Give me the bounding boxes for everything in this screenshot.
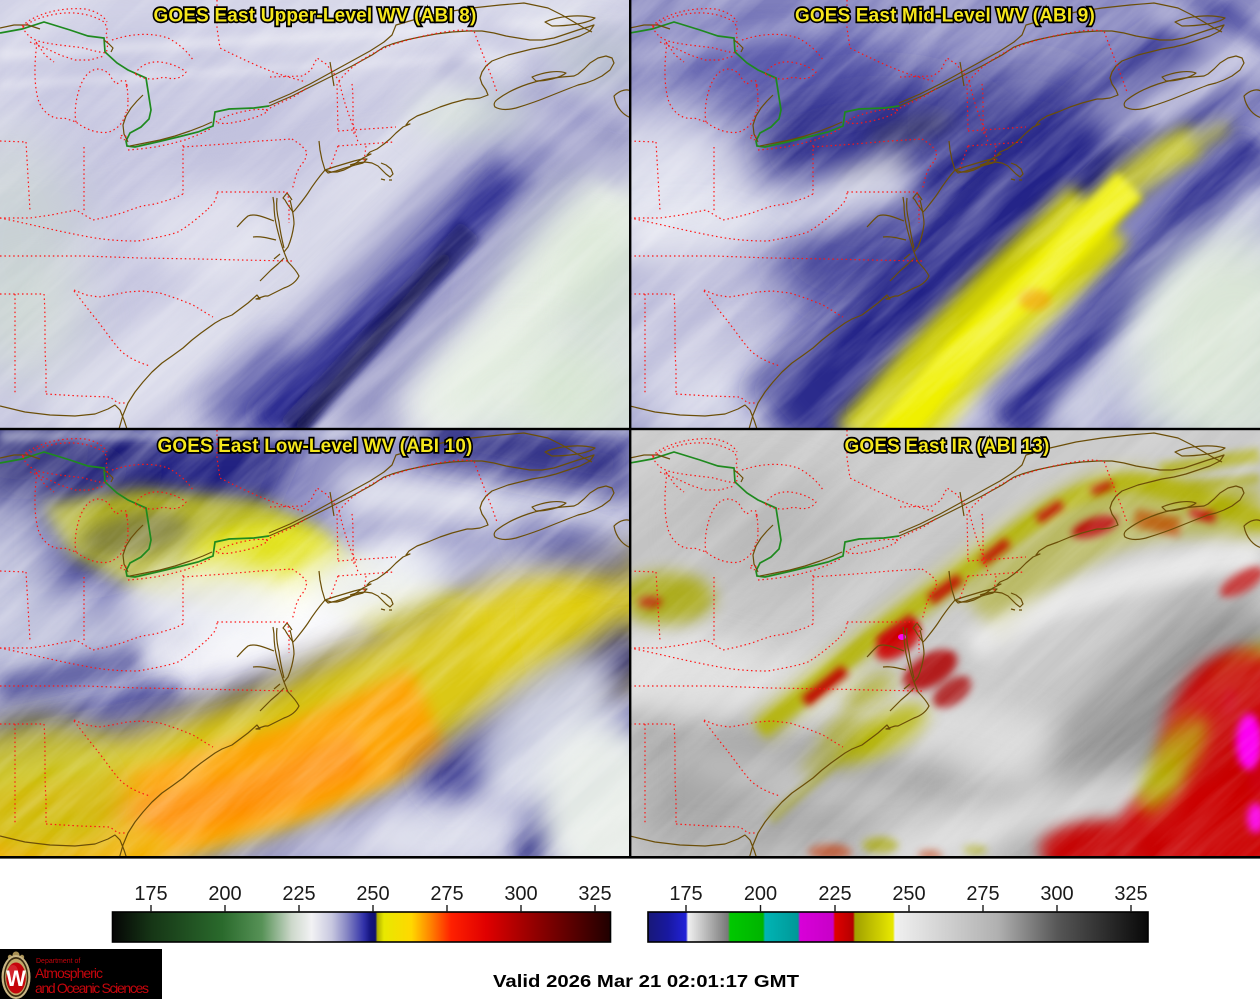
svg-text:Atmospheric: Atmospheric (35, 965, 103, 981)
svg-text:175: 175 (134, 883, 167, 905)
svg-text:Valid 2026 Mar 21 02:01:17 GMT: Valid 2026 Mar 21 02:01:17 GMT (493, 971, 799, 991)
svg-text:225: 225 (282, 883, 315, 905)
svg-text:GOES East Upper-Level WV (ABI: GOES East Upper-Level WV (ABI 8) (154, 6, 477, 27)
svg-text:Department of: Department of (36, 958, 80, 965)
svg-text:GOES East Low-Level WV (ABI 10: GOES East Low-Level WV (ABI 10) (158, 436, 473, 457)
svg-text:225: 225 (818, 883, 851, 905)
svg-text:250: 250 (892, 883, 925, 905)
svg-text:175: 175 (669, 883, 702, 905)
svg-text:and Oceanic Sciences: and Oceanic Sciences (35, 980, 149, 996)
svg-text:275: 275 (966, 883, 999, 905)
svg-text:GOES East IR (ABI 13): GOES East IR (ABI 13) (845, 436, 1050, 457)
svg-text:200: 200 (208, 883, 241, 905)
svg-text:325: 325 (578, 883, 611, 905)
svg-text:200: 200 (744, 883, 777, 905)
svg-text:GOES East Mid-Level WV (ABI 9): GOES East Mid-Level WV (ABI 9) (795, 6, 1095, 27)
svg-text:275: 275 (430, 883, 463, 905)
svg-text:W: W (6, 967, 26, 992)
svg-text:325: 325 (1114, 883, 1147, 905)
svg-text:300: 300 (1040, 883, 1073, 905)
svg-text:300: 300 (504, 883, 537, 905)
svg-text:250: 250 (356, 883, 389, 905)
